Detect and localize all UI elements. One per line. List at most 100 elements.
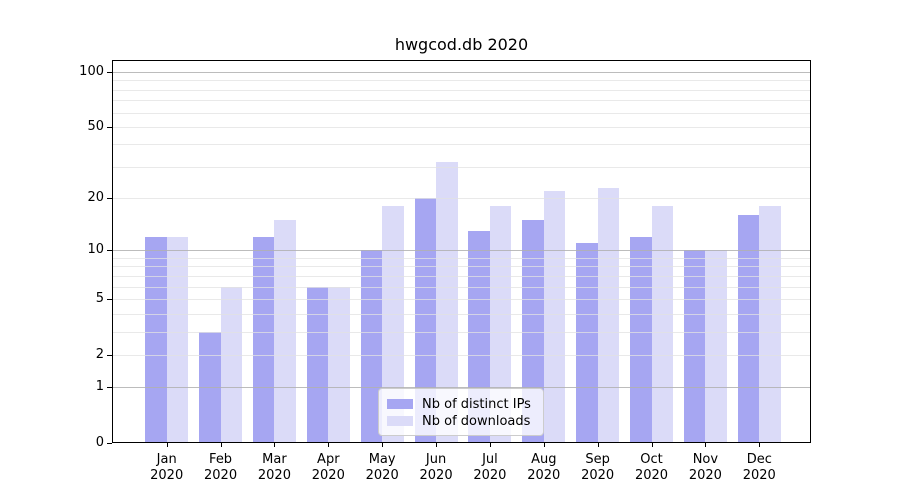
x-tick-label-year: 2020 <box>150 468 184 483</box>
gridline-minor <box>113 198 810 199</box>
gridline-minor <box>113 80 810 81</box>
gridline-minor <box>113 113 810 114</box>
bar-downloads-aug <box>543 190 566 442</box>
x-tick-label-month: Dec <box>746 452 772 467</box>
gridline-minor <box>113 299 810 300</box>
chart-title: hwgcod.db 2020 <box>394 35 529 54</box>
y-tick-label: 20 <box>87 190 104 206</box>
y-axis-tick <box>107 387 112 388</box>
gridline-major <box>113 387 810 388</box>
x-tick-label-month: Feb <box>209 452 233 467</box>
gridline-major <box>113 72 810 73</box>
x-axis-tick <box>382 443 384 447</box>
gridline-minor <box>113 258 810 259</box>
x-tick-label-year: 2020 <box>473 468 507 483</box>
legend-label-downloads: Nb of downloads <box>422 413 531 429</box>
y-axis-tick <box>107 250 112 251</box>
bar-downloads-nov <box>705 250 727 442</box>
x-tick-label-month: Nov <box>692 452 719 467</box>
bar-distinct-ips-sep <box>576 243 598 442</box>
x-tick-label: Aug 2020 <box>504 452 584 484</box>
gridline-minor <box>113 100 810 101</box>
x-tick-label-year: 2020 <box>581 468 615 483</box>
x-tick-label-month: Jul <box>482 452 498 467</box>
gridline-minor <box>113 287 810 288</box>
x-axis-tick <box>274 443 276 447</box>
legend-label-distinct-ips: Nb of distinct IPs <box>422 396 531 412</box>
legend-swatch-downloads <box>387 416 413 426</box>
x-tick-label: Jul 2020 <box>450 452 530 484</box>
bar-distinct-ips-oct <box>630 236 652 442</box>
x-tick-label: Dec 2020 <box>719 452 799 484</box>
y-axis-tick <box>107 198 112 199</box>
x-tick-label: Jun 2020 <box>396 452 476 484</box>
x-axis-tick <box>436 443 438 447</box>
y-tick-label: 50 <box>87 118 104 134</box>
x-axis-tick <box>597 443 599 447</box>
y-axis-tick <box>107 299 112 300</box>
gridline-minor <box>113 266 810 267</box>
y-tick-label: 100 <box>79 64 104 79</box>
bar-distinct-ips-feb <box>199 331 221 442</box>
gridline-minor <box>113 90 810 91</box>
gridline-minor <box>113 144 810 145</box>
x-tick-label-month: Oct <box>640 452 663 467</box>
x-axis-tick <box>166 443 168 447</box>
x-tick-label-month: Apr <box>317 452 340 467</box>
x-tick-label-year: 2020 <box>365 468 399 483</box>
legend-swatch-distinct-ips <box>387 399 413 409</box>
x-tick-label-year: 2020 <box>311 468 345 483</box>
x-tick-label-year: 2020 <box>634 468 669 483</box>
gridline-minor <box>113 355 810 356</box>
legend-row: Nb of downloads <box>387 413 535 429</box>
x-tick-label: Sep 2020 <box>558 452 638 484</box>
x-tick-label-month: May <box>368 452 396 467</box>
bar-distinct-ips-jun <box>414 198 437 442</box>
y-axis-tick <box>107 355 112 356</box>
y-tick-label: 0 <box>95 435 104 450</box>
gridline-minor <box>113 276 810 277</box>
x-tick-label-month: Jan <box>156 452 177 467</box>
y-tick-label: 10 <box>87 242 104 258</box>
bar-distinct-ips-nov <box>683 250 706 442</box>
x-axis-tick <box>489 443 491 447</box>
x-axis-tick <box>759 443 761 447</box>
y-tick-label: 1 <box>95 379 104 395</box>
bar-distinct-ips-apr <box>306 286 329 442</box>
bar-distinct-ips-may <box>360 250 383 442</box>
x-axis-tick <box>705 443 707 447</box>
bar-downloads-feb <box>220 286 243 442</box>
y-axis-tick <box>107 443 112 444</box>
x-tick-label-month: Sep <box>585 452 610 467</box>
bar-downloads-mar <box>274 220 296 442</box>
bar-downloads-dec <box>759 206 781 442</box>
x-tick-label-year: 2020 <box>419 468 453 483</box>
x-tick-label-year: 2020 <box>257 468 291 483</box>
x-axis-tick <box>543 443 545 447</box>
bar-downloads-jan <box>166 236 189 442</box>
x-tick-label: Jan 2020 <box>127 452 207 484</box>
y-axis-tick <box>107 72 112 73</box>
x-tick-label-year: 2020 <box>204 468 238 483</box>
x-tick-label: Oct 2020 <box>612 452 692 484</box>
x-tick-label-year: 2020 <box>688 468 722 483</box>
bar-downloads-oct <box>651 206 674 442</box>
gridline-minor <box>113 332 810 333</box>
bar-downloads-apr <box>328 286 350 442</box>
legend: Nb of distinct IPs Nb of downloads <box>378 388 544 436</box>
x-tick-label-month: Jun <box>425 452 447 467</box>
x-tick-label: Feb 2020 <box>181 452 261 484</box>
bar-downloads-jun <box>436 161 458 442</box>
bar-downloads-may <box>382 206 404 442</box>
gridline-minor <box>113 314 810 315</box>
y-tick-label: 2 <box>95 346 104 362</box>
gridline-minor <box>113 127 810 128</box>
bar-downloads-jul <box>489 206 512 442</box>
x-axis-tick <box>328 443 330 447</box>
x-tick-label: Apr 2020 <box>288 452 368 484</box>
x-axis-tick <box>220 443 222 447</box>
y-tick-label: 5 <box>95 290 104 306</box>
x-tick-label: May 2020 <box>342 452 422 484</box>
x-tick-label: Nov 2020 <box>665 452 745 484</box>
